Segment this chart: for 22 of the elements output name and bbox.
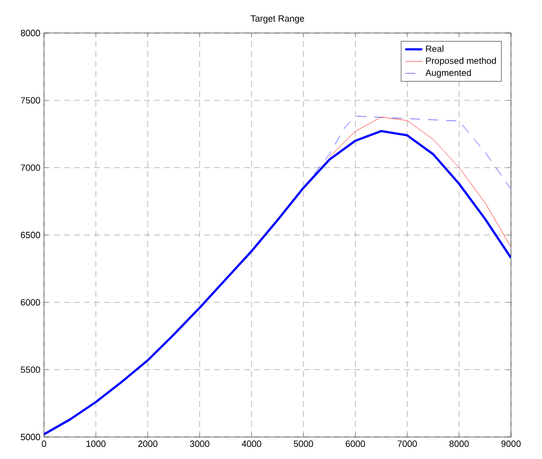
x-tick-label: 7000 bbox=[398, 440, 417, 447]
y-tick-label: 7000 bbox=[20, 164, 40, 171]
legend-label: Augmented bbox=[425, 69, 471, 78]
x-tick-label: 1000 bbox=[86, 440, 106, 447]
line-series bbox=[329, 116, 511, 248]
x-tick-label: 2000 bbox=[138, 440, 158, 447]
y-tick-label: 6000 bbox=[20, 299, 40, 306]
x-tick-label: 5000 bbox=[294, 440, 314, 447]
y-tick-label: 5000 bbox=[20, 434, 40, 440]
x-tick-label: 0 bbox=[42, 440, 46, 447]
y-tick-label: 6500 bbox=[20, 232, 40, 238]
y-tick-label: 5500 bbox=[20, 366, 40, 373]
x-tick-label: 3000 bbox=[190, 440, 210, 447]
legend-label: Proposed method bbox=[426, 57, 496, 66]
chart-title: Target Range bbox=[250, 15, 304, 24]
x-tick-label: 6000 bbox=[346, 440, 365, 447]
x-tick-label: 9000 bbox=[501, 440, 521, 447]
x-tick-label: 8000 bbox=[449, 440, 469, 447]
y-tick-label: 8000 bbox=[20, 30, 40, 36]
legend-label: Real bbox=[426, 45, 444, 52]
y-tick-label: 7500 bbox=[20, 97, 40, 104]
x-tick-label: 4000 bbox=[242, 440, 262, 447]
